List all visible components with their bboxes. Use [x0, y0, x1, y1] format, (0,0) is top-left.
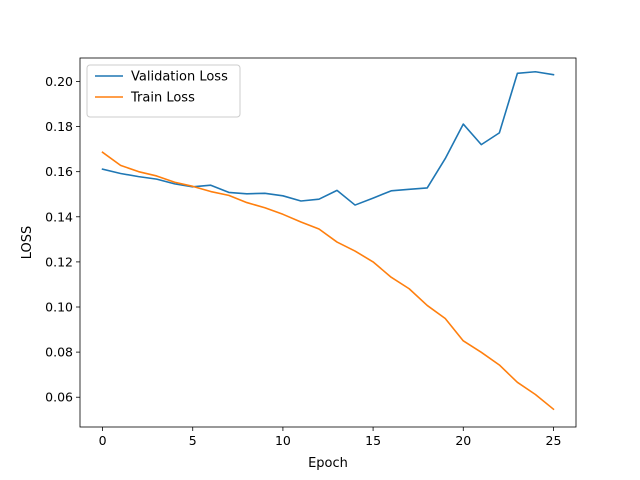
- y-tick-label: 0.10: [45, 300, 73, 315]
- y-tick-label: 0.14: [45, 209, 73, 224]
- y-tick-label: 0.18: [45, 119, 73, 134]
- y-tick-label: 0.08: [45, 345, 73, 360]
- y-tick-label: 0.20: [45, 74, 73, 89]
- x-tick-label: 10: [275, 433, 291, 448]
- x-axis: 0 5 10 15 20 25: [99, 427, 562, 448]
- legend-label-1: Train Loss: [130, 91, 195, 106]
- series-line-0: [101, 70, 555, 206]
- legend-box: [86, 64, 241, 118]
- y-tick-label: 0.06: [45, 390, 73, 405]
- legend: Validation Loss Train Loss: [86, 64, 241, 118]
- x-tick-label: 15: [365, 433, 381, 448]
- y-axis-label: LOSS: [20, 226, 35, 260]
- x-tick-label: 0: [99, 433, 107, 448]
- y-tick-label: 0.12: [45, 254, 73, 269]
- x-axis-label: Epoch: [308, 456, 348, 471]
- y-axis: 0.06 0.08 0.10 0.12 0.14 0.16 0.18 0.20: [45, 74, 80, 405]
- legend-label-0: Validation Loss: [131, 70, 228, 85]
- y-tick-label: 0.16: [45, 164, 73, 179]
- x-tick-label: 5: [189, 433, 197, 448]
- series-line-1: [101, 151, 555, 411]
- x-tick-label: 20: [455, 433, 471, 448]
- plot-frame: [79, 57, 577, 428]
- x-tick-label: 25: [546, 433, 562, 448]
- series-layer: [101, 70, 555, 411]
